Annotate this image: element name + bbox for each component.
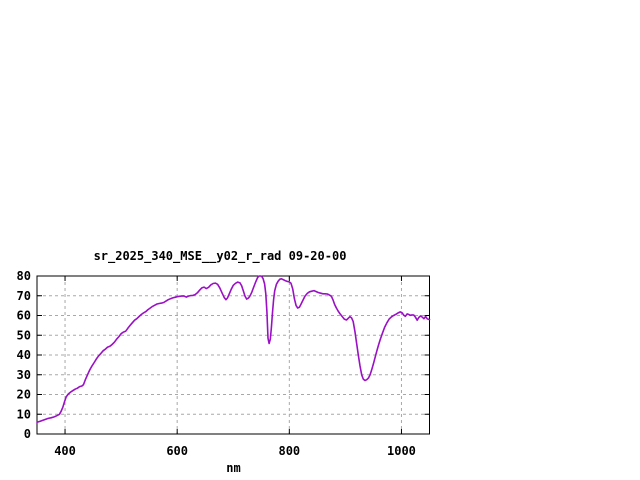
- x-axis-label: nm: [226, 461, 241, 475]
- y-tick-label: 80: [17, 269, 31, 283]
- x-tick-label: 800: [278, 444, 300, 458]
- y-tick-label: 10: [17, 407, 31, 421]
- y-tick-label: 30: [17, 368, 31, 382]
- x-tick-label: 600: [166, 444, 188, 458]
- y-tick-label: 50: [17, 328, 31, 342]
- y-tick-labels: 0 10 20 30 40 50 60 70 80: [17, 269, 31, 441]
- gridlines: [37, 276, 430, 434]
- y-tick-label: 0: [24, 427, 31, 441]
- spectrum-curve: [36, 275, 431, 424]
- chart-title: sr_2025_340_MSE__y02_r_rad 09-20-00: [93, 249, 347, 263]
- x-tick-label: 1000: [387, 444, 416, 458]
- x-tick-labels: 400 600 800 1000: [54, 444, 416, 458]
- y-tick-label: 70: [17, 289, 31, 303]
- y-tick-label: 60: [17, 309, 31, 323]
- tick-marks: [37, 275, 430, 435]
- y-tick-label: 40: [17, 348, 31, 362]
- plot-border: [36, 275, 430, 435]
- x-tick-label: 400: [54, 444, 76, 458]
- y-tick-label: 20: [17, 388, 31, 402]
